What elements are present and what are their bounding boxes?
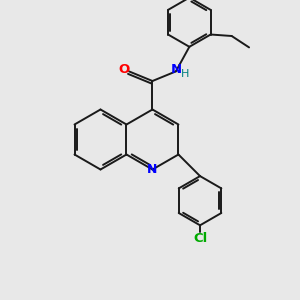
Text: N: N [170, 63, 182, 76]
Text: Cl: Cl [193, 232, 207, 245]
Text: H: H [181, 69, 190, 79]
Text: N: N [147, 163, 158, 176]
Text: O: O [118, 63, 129, 76]
